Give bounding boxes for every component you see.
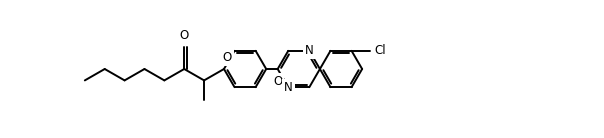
Text: O: O — [179, 29, 189, 42]
Text: O: O — [273, 75, 282, 88]
Text: N: N — [284, 81, 292, 94]
Text: O: O — [222, 51, 231, 64]
Text: N: N — [305, 44, 313, 57]
Text: Cl: Cl — [374, 44, 386, 57]
